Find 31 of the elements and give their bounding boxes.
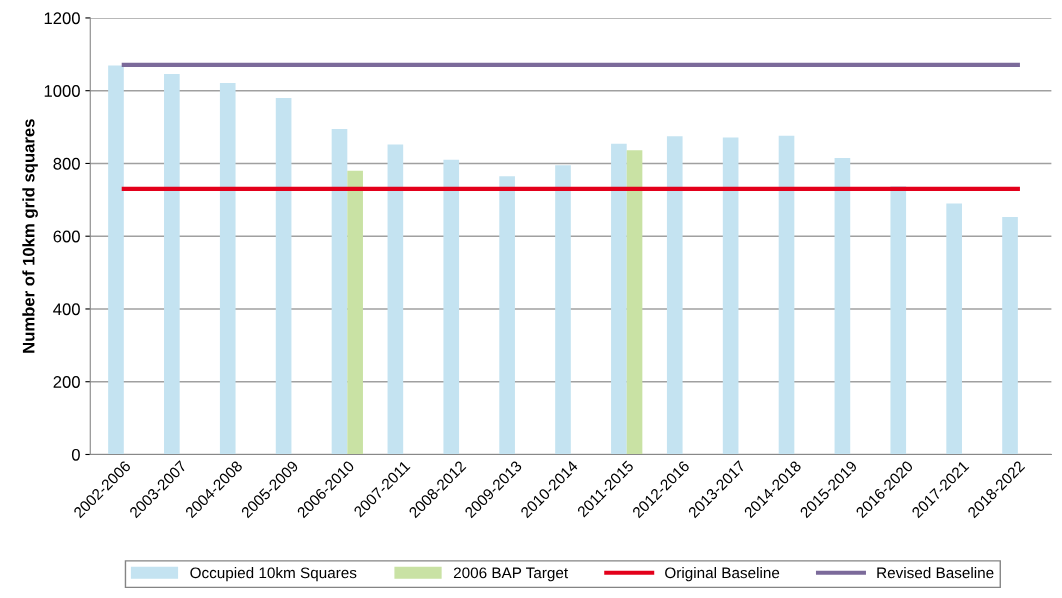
bar	[347, 170, 363, 455]
bar	[1002, 216, 1018, 455]
bar	[778, 135, 795, 455]
y-tick-label: 200	[53, 376, 80, 388]
bar	[443, 159, 460, 455]
bar	[275, 97, 292, 455]
y-tick-label: 600	[53, 230, 80, 243]
legend-label: Original Baseline	[665, 567, 780, 582]
bar	[164, 73, 180, 455]
bar	[626, 150, 643, 455]
bar	[108, 65, 124, 455]
bar	[946, 203, 962, 455]
legend-label: Revised Baseline	[877, 567, 994, 579]
bar	[890, 186, 907, 455]
y-tick-label: 1200	[44, 12, 80, 25]
bar	[499, 176, 515, 455]
y-tick-label: 800	[53, 157, 80, 170]
bar	[722, 137, 739, 455]
bar	[834, 158, 851, 455]
bar	[611, 143, 627, 455]
y-tick-label: 1000	[44, 85, 80, 97]
y-tick-label: 0	[71, 448, 80, 461]
y-tick-label: 400	[53, 303, 80, 316]
y-axis-title: Number of 10km grid squares	[22, 119, 38, 353]
bar	[219, 83, 236, 455]
bar	[331, 128, 348, 455]
bar	[387, 144, 404, 455]
bar	[666, 136, 683, 455]
bar	[555, 165, 571, 455]
legend-label: Occupied 10km Squares	[190, 567, 357, 582]
legend-label: 2006 BAP Target	[453, 567, 569, 582]
